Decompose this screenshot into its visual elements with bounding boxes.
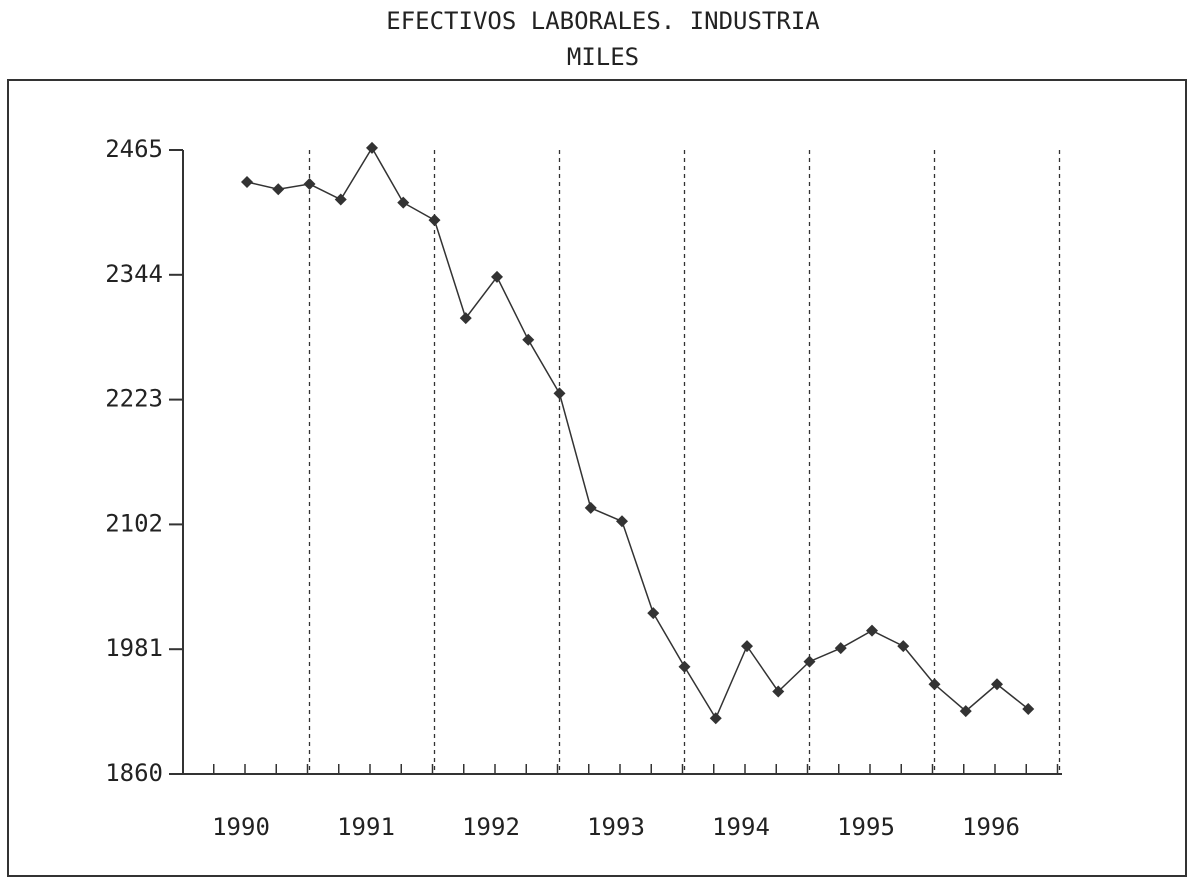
y-tick-label: 1860: [105, 759, 163, 787]
marker: [428, 214, 441, 227]
y-tick-label: 2102: [105, 509, 163, 537]
marker: [928, 678, 941, 691]
y-tick-label: 2223: [105, 385, 163, 413]
x-tick-label: 1991: [337, 813, 395, 841]
marker: [897, 640, 910, 653]
marker: [803, 655, 816, 668]
marker: [709, 712, 722, 725]
x-tick-label: 1995: [837, 813, 895, 841]
marker: [334, 193, 347, 206]
marker: [397, 196, 410, 209]
x-tick-label: 1990: [212, 813, 270, 841]
y-tick-label: 1981: [105, 634, 163, 662]
marker: [553, 387, 566, 400]
chart-title: EFECTIVOS LABORALES. INDUSTRIA: [386, 7, 820, 35]
marker: [678, 660, 691, 673]
marker: [366, 141, 378, 154]
y-tick-label: 2465: [105, 135, 163, 163]
marker: [1022, 703, 1035, 716]
marker: [959, 705, 972, 718]
marker: [866, 624, 878, 637]
marker: [491, 270, 503, 283]
x-tick-label: 1992: [462, 813, 520, 841]
marker: [741, 640, 753, 653]
marker: [272, 183, 285, 196]
y-tick-label: 2344: [105, 260, 163, 288]
marker: [647, 607, 660, 620]
marker: [772, 685, 785, 698]
chart-subtitle: MILES: [567, 43, 639, 71]
marker: [584, 501, 597, 514]
marker: [991, 678, 1003, 691]
marker: [522, 333, 535, 346]
x-tick-label: 1994: [712, 813, 770, 841]
marker: [459, 312, 472, 325]
x-tick-label: 1996: [962, 813, 1020, 841]
x-tick-label: 1993: [587, 813, 645, 841]
marker: [616, 515, 628, 528]
marker: [241, 175, 253, 188]
marker: [834, 642, 847, 655]
line: [246, 146, 1029, 720]
frame: [7, 79, 1187, 877]
marker: [303, 178, 316, 191]
